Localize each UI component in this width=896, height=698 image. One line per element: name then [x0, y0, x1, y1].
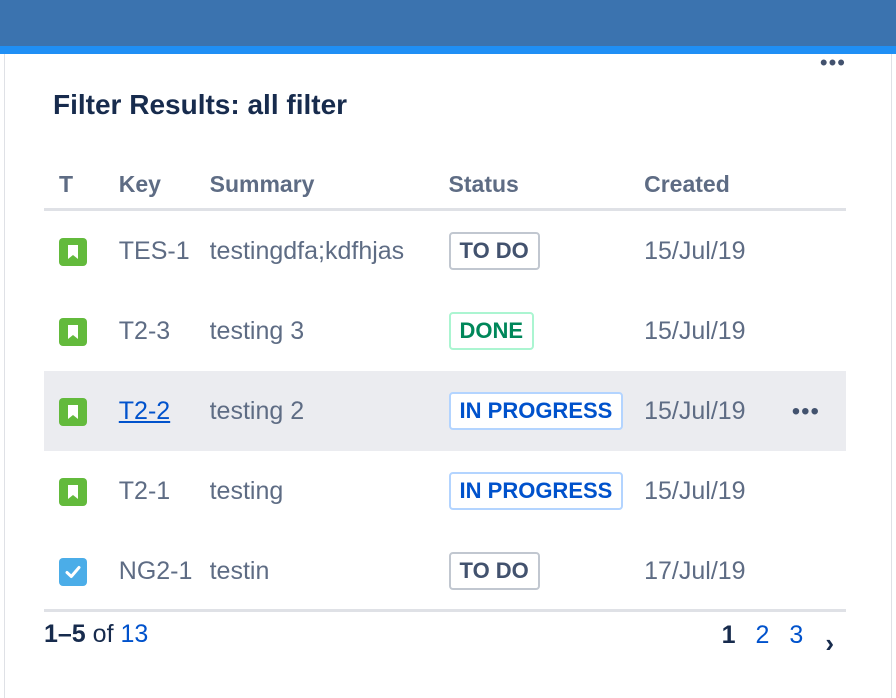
page-2[interactable]: 2 [755, 621, 770, 649]
filter-results-table: T Key Summary Status Created TES-1 testi… [44, 160, 846, 611]
status-badge: IN PROGRESS [448, 472, 624, 510]
column-header-key[interactable]: Key [118, 160, 210, 211]
row-actions-cell [780, 451, 846, 531]
created-date: 15/Jul/19 [644, 316, 746, 345]
bookmark-icon [59, 317, 87, 346]
status-cell: TO DO [448, 531, 645, 611]
status-cell: TO DO [448, 210, 645, 292]
table-footer-divider [44, 609, 846, 612]
bookmark-icon [59, 477, 87, 506]
issue-key[interactable]: T2-2 [118, 371, 210, 451]
table-row[interactable]: T2-1 testing IN PROGRESS 15/Jul/19 [44, 451, 846, 531]
status-badge: IN PROGRESS [448, 392, 624, 430]
issue-summary[interactable]: testin [209, 556, 270, 585]
chevron-right-icon[interactable]: › [825, 628, 834, 658]
table-header-row: T Key Summary Status Created [44, 160, 846, 211]
issue-key[interactable]: NG2-1 [118, 556, 193, 585]
status-badge: TO DO [448, 232, 540, 270]
column-header-type[interactable]: T [44, 160, 119, 211]
type-cell [44, 531, 119, 611]
bookmark-icon [59, 237, 87, 266]
issue-key[interactable]: T2-3 [118, 316, 171, 345]
issue-summary[interactable]: testing 3 [209, 316, 305, 345]
table-row[interactable]: T2-3 testing 3 DONE 15/Jul/19 [44, 291, 846, 371]
created-date: 17/Jul/19 [644, 556, 746, 585]
issue-summary[interactable]: testingdfa;kdfhjas [209, 236, 405, 265]
row-actions-cell: ••• [779, 371, 846, 451]
results-count: 1–5 of 13 [44, 620, 148, 649]
type-cell [44, 291, 119, 371]
results-range: 1–5 [44, 620, 86, 648]
page-1[interactable]: 1 [721, 621, 736, 649]
status-cell: DONE [448, 291, 645, 371]
column-header-status[interactable]: Status [448, 160, 645, 211]
issue-key[interactable]: TES-1 [118, 236, 190, 265]
table-row[interactable]: TES-1 testingdfa;kdfhjas TO DO 15/Jul/19 [44, 210, 846, 292]
pagination: 1 2 3 › [702, 620, 834, 658]
status-cell: IN PROGRESS [448, 451, 645, 531]
type-cell [44, 210, 119, 292]
issue-summary[interactable]: testing 2 [209, 371, 449, 451]
created-date: 15/Jul/19 [644, 236, 746, 265]
row-actions-cell [780, 210, 846, 292]
issue-summary[interactable]: testing [209, 476, 284, 505]
row-actions-more-icon[interactable]: ••• [791, 397, 820, 425]
bookmark-icon [59, 397, 87, 426]
row-actions-cell [780, 291, 846, 371]
column-header-actions [779, 160, 846, 211]
status-badge: DONE [448, 312, 535, 350]
issue-key[interactable]: T2-1 [118, 476, 171, 505]
top-navigation-bar [0, 0, 896, 46]
created-date: 15/Jul/19 [644, 371, 780, 451]
filter-results-table-wrapper: T Key Summary Status Created TES-1 testi… [44, 160, 846, 611]
type-cell [44, 371, 119, 451]
gadget-menu-icon[interactable]: ••• [819, 50, 846, 75]
status-badge: TO DO [448, 552, 540, 590]
results-total-link[interactable]: 13 [120, 620, 149, 648]
issue-key-link[interactable]: T2-2 [118, 396, 171, 425]
results-of-label: of [92, 620, 114, 648]
type-cell [44, 451, 119, 531]
page-3[interactable]: 3 [789, 621, 804, 649]
status-cell: IN PROGRESS [448, 371, 645, 451]
checkbox-icon [59, 557, 87, 586]
column-header-summary[interactable]: Summary [209, 160, 449, 211]
created-date: 15/Jul/19 [644, 476, 746, 505]
row-actions-cell [780, 531, 846, 611]
top-accent-strip [0, 46, 896, 54]
gadget-title: Filter Results: all filter [53, 89, 348, 120]
table-row[interactable]: T2-2 testing 2 IN PROGRESS 15/Jul/19 ••• [44, 371, 846, 451]
column-header-created[interactable]: Created [644, 160, 780, 211]
table-row[interactable]: NG2-1 testin TO DO 17/Jul/19 [44, 531, 846, 611]
